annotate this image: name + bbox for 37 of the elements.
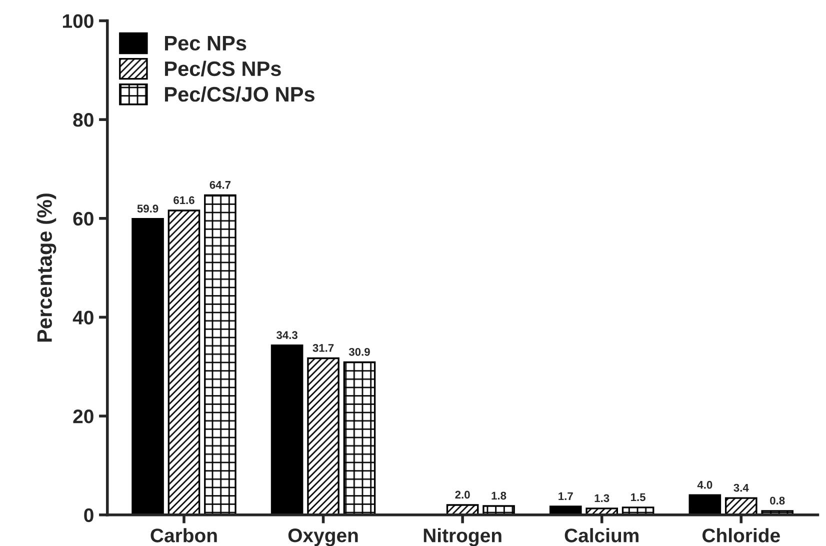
legend-label: Pec/CS NPs [165, 60, 281, 76]
y-tick-label: 80 [73, 113, 94, 127]
bar [343, 361, 376, 515]
bar [724, 497, 758, 515]
bar [132, 218, 164, 515]
y-tick-label: 20 [73, 410, 94, 424]
data-label: 61.6 [174, 196, 194, 204]
x-tick-label: Calcium [564, 528, 638, 542]
legend-label: Pec/CS/JO NPs [165, 86, 314, 102]
data-label: 31.7 [312, 344, 334, 352]
x-tick-label: Oxygen [288, 528, 358, 546]
bar [270, 344, 304, 515]
data-label: 64.7 [210, 180, 231, 189]
data-label: 0.8 [770, 496, 785, 505]
data-label: 2.0 [455, 490, 470, 499]
bar [204, 194, 236, 515]
data-label: 1.5 [631, 493, 646, 502]
data-label: 1.7 [558, 492, 573, 500]
data-label: 34.3 [276, 331, 298, 340]
data-label: 30.9 [348, 348, 370, 356]
y-tick-label: 0 [84, 508, 94, 522]
data-label: 1.3 [594, 494, 610, 502]
y-tick-label: 40 [72, 310, 94, 324]
data-label: 59.9 [137, 204, 158, 213]
y-tick-label: 60 [73, 212, 94, 226]
y-tick-label: 100 [62, 14, 94, 28]
y-axis-title: Percentage (%) [36, 194, 56, 342]
data-label: 4.0 [697, 480, 712, 489]
data-label: 3.4 [734, 484, 749, 492]
x-tick-label: Nitrogen [424, 528, 502, 546]
bar [168, 210, 200, 515]
bar [688, 494, 722, 515]
data-label: 1.8 [492, 492, 506, 500]
x-tick-label: Chloride [702, 528, 780, 542]
legend-label: Pec NPs [165, 36, 246, 51]
x-tick-label: Carbon [150, 528, 217, 542]
bar [307, 357, 340, 515]
